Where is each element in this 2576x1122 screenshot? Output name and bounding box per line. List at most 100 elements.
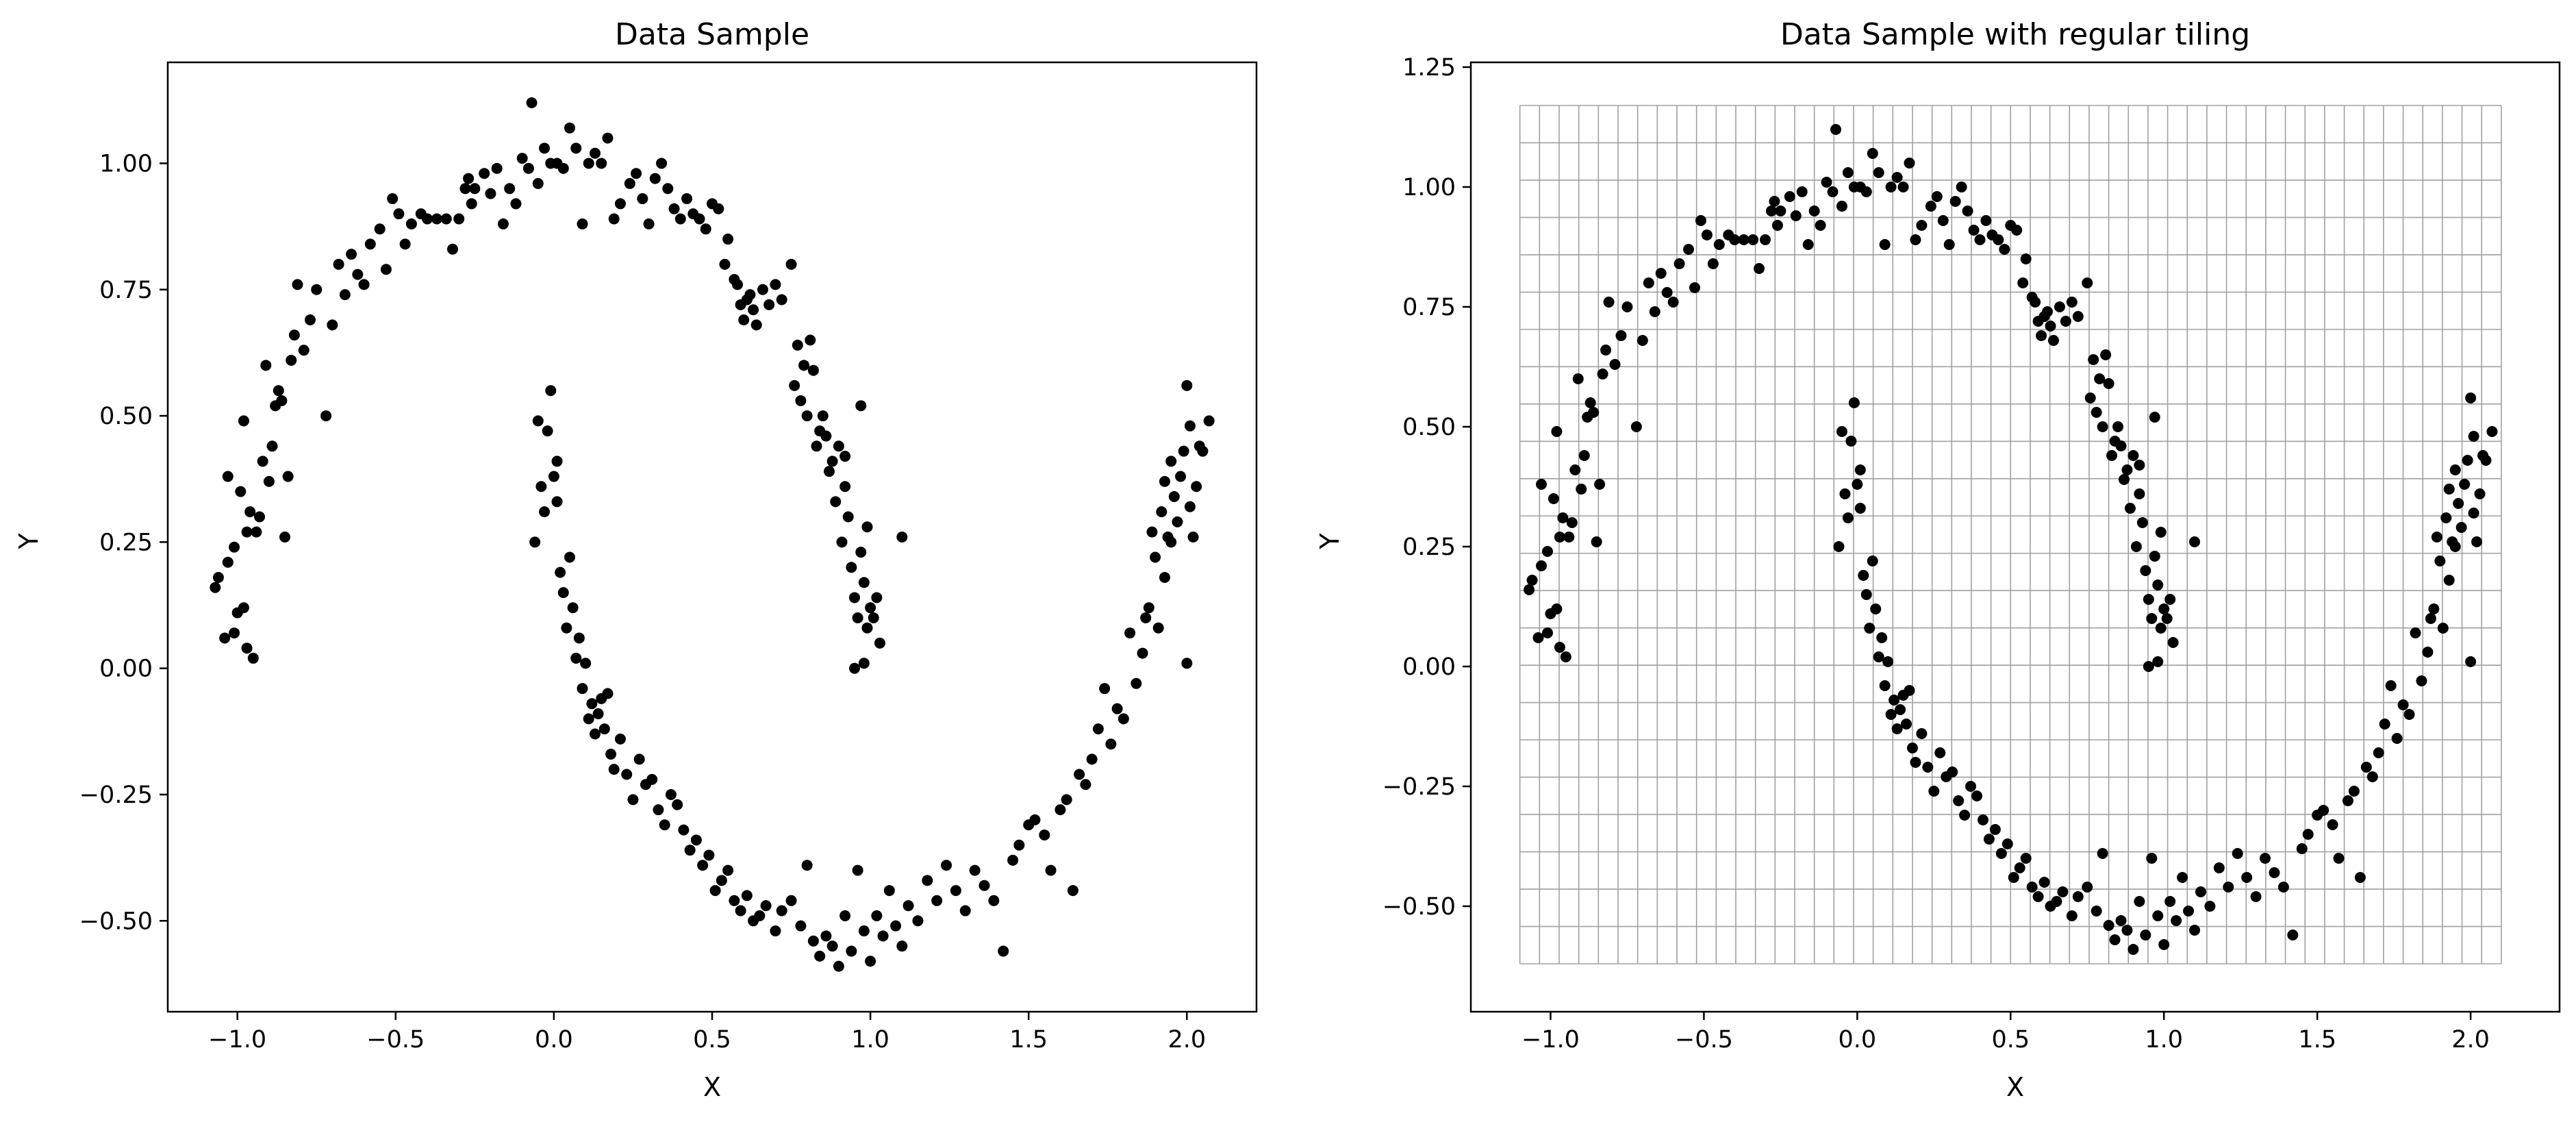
- data-point: [2134, 460, 2145, 471]
- data-point: [1572, 373, 1584, 384]
- data-point: [605, 749, 617, 760]
- data-point: [1067, 885, 1078, 897]
- data-point: [380, 264, 392, 275]
- data-point: [627, 794, 639, 806]
- data-point: [624, 177, 635, 189]
- data-point: [1937, 215, 1949, 226]
- data-point: [1910, 757, 1921, 768]
- y-tick-label: 0.50: [99, 403, 153, 430]
- data-point: [2011, 225, 2023, 236]
- data-point: [2348, 786, 2360, 797]
- data-point: [1873, 651, 1884, 662]
- data-point: [339, 289, 351, 301]
- data-point: [2171, 915, 2182, 926]
- data-point: [653, 804, 664, 816]
- x-tick-label: 1.0: [851, 1026, 889, 1054]
- data-point: [2403, 709, 2415, 720]
- data-point: [1594, 479, 1606, 490]
- data-point: [697, 860, 709, 871]
- data-point: [1588, 407, 1600, 418]
- data-point: [1925, 201, 1936, 212]
- data-point: [833, 960, 844, 972]
- data-point: [244, 506, 256, 518]
- data-point: [2366, 771, 2378, 782]
- data-point: [668, 203, 680, 214]
- data-point: [1983, 834, 1995, 845]
- data-point: [555, 566, 566, 578]
- data-point: [2143, 661, 2154, 672]
- data-point: [2373, 747, 2384, 758]
- data-point: [1541, 546, 1553, 557]
- data-point: [1962, 205, 1973, 216]
- data-point: [1707, 258, 1719, 269]
- data-point: [333, 258, 344, 270]
- data-point: [2465, 392, 2477, 403]
- data-point: [2465, 656, 2477, 667]
- data-point: [830, 496, 842, 508]
- data-point: [2455, 522, 2467, 533]
- data-point: [545, 385, 557, 397]
- data-point: [760, 900, 772, 912]
- data-point: [1839, 488, 1851, 499]
- data-point: [327, 319, 338, 331]
- data-point: [807, 935, 819, 947]
- data-point: [2130, 541, 2142, 552]
- data-point: [1980, 215, 1992, 226]
- data-point: [1131, 677, 1142, 689]
- data-point: [2097, 848, 2108, 859]
- x-tick-label: −0.5: [1675, 1026, 1733, 1054]
- data-point: [2047, 335, 2059, 346]
- data-point: [491, 162, 503, 174]
- data-point: [1649, 306, 1660, 317]
- data-point: [1953, 795, 1965, 806]
- data-point: [535, 481, 547, 493]
- data-point: [2136, 517, 2148, 528]
- data-point: [1821, 177, 1832, 188]
- data-point: [2014, 862, 2025, 873]
- data-point: [2164, 594, 2176, 605]
- data-point: [2038, 877, 2050, 888]
- data-point: [795, 395, 807, 406]
- data-point: [2066, 297, 2078, 308]
- data-point: [785, 258, 797, 270]
- x-tick-label: 2.0: [1167, 1026, 1206, 1054]
- data-point: [826, 456, 838, 467]
- data-point: [2397, 699, 2409, 710]
- data-point: [2471, 536, 2483, 547]
- data-point: [485, 188, 496, 199]
- data-point: [2036, 330, 2047, 341]
- data-point: [2066, 910, 2078, 921]
- data-point: [282, 471, 294, 482]
- data-point: [1615, 330, 1627, 341]
- data-point: [1683, 244, 1694, 255]
- data-point: [1061, 794, 1072, 806]
- data-point: [2269, 867, 2280, 878]
- y-tick-label: 1.00: [99, 150, 153, 177]
- data-point: [1124, 627, 1136, 639]
- data-point: [1187, 532, 1199, 543]
- data-point: [1784, 191, 1795, 202]
- data-point: [1879, 239, 1891, 250]
- data-point: [1922, 762, 1934, 773]
- data-point: [1526, 575, 1538, 586]
- data-point: [709, 885, 721, 897]
- data-point: [2416, 675, 2427, 686]
- data-point: [1181, 379, 1193, 391]
- y-tick-label: 0.25: [1402, 534, 1456, 561]
- data-point: [871, 592, 883, 603]
- data-point: [820, 430, 832, 442]
- data-point: [1934, 747, 1946, 758]
- data-point: [1885, 182, 1897, 192]
- data-point: [858, 925, 870, 937]
- data-point: [2140, 930, 2151, 940]
- data-point: [504, 183, 516, 195]
- data-point: [257, 456, 268, 467]
- data-point: [1901, 719, 1912, 730]
- data-point: [1916, 220, 1928, 231]
- data-point: [1661, 287, 1673, 298]
- data-point: [2119, 474, 2130, 485]
- data-point: [703, 849, 715, 861]
- data-point: [1578, 450, 1590, 461]
- data-point: [2155, 527, 2167, 538]
- data-point: [279, 532, 291, 543]
